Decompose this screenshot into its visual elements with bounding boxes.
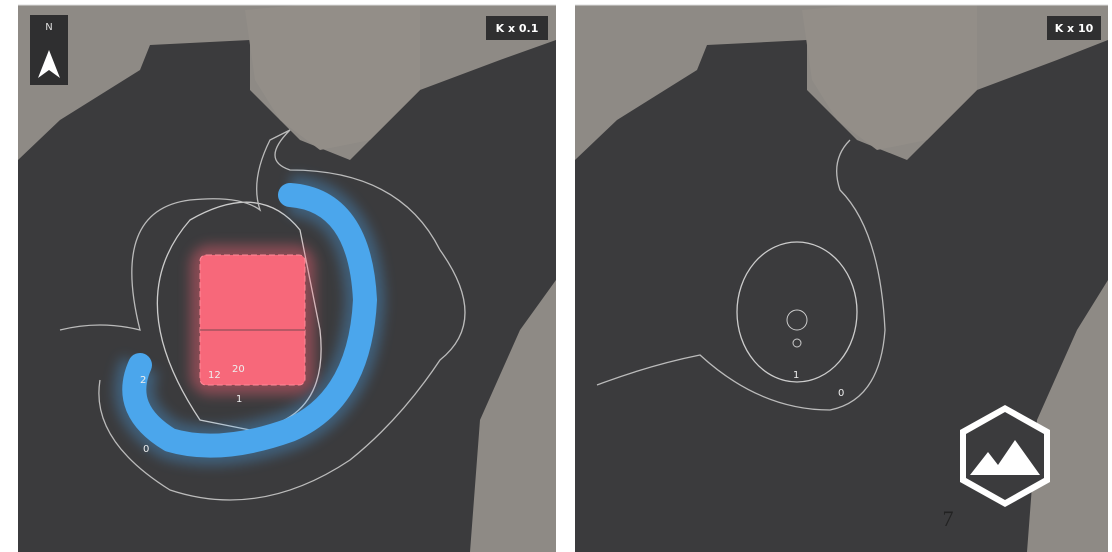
contour-line bbox=[736, 241, 858, 383]
map-panel-left: 20 12 2 1 0 N K x 0.1 bbox=[18, 5, 556, 552]
contour-line bbox=[596, 139, 886, 411]
contour-label: 1 bbox=[793, 370, 799, 381]
contour-line bbox=[786, 309, 808, 331]
contour-line bbox=[59, 129, 466, 501]
contour-label: 20 bbox=[232, 364, 245, 375]
badge-box bbox=[1047, 16, 1101, 40]
logo bbox=[960, 405, 1050, 507]
contour-label: 0 bbox=[838, 388, 844, 399]
badge-box bbox=[486, 16, 548, 40]
contour-label: 1 bbox=[236, 394, 242, 405]
north-arrow bbox=[38, 50, 60, 78]
logo-mountains bbox=[970, 440, 1040, 475]
contour-label: 12 bbox=[208, 370, 221, 381]
page-number: 7 bbox=[943, 506, 954, 531]
north-label: N bbox=[45, 22, 52, 33]
source-area bbox=[199, 254, 306, 386]
contour-label: 0 bbox=[143, 444, 149, 455]
panel-label: K x 0.1 bbox=[496, 22, 539, 35]
plume bbox=[122, 183, 378, 458]
panel-label: K x 10 bbox=[1055, 22, 1094, 35]
land bbox=[802, 5, 977, 150]
contour-line bbox=[792, 338, 802, 348]
land bbox=[245, 5, 420, 150]
contour-label: 2 bbox=[140, 375, 146, 386]
